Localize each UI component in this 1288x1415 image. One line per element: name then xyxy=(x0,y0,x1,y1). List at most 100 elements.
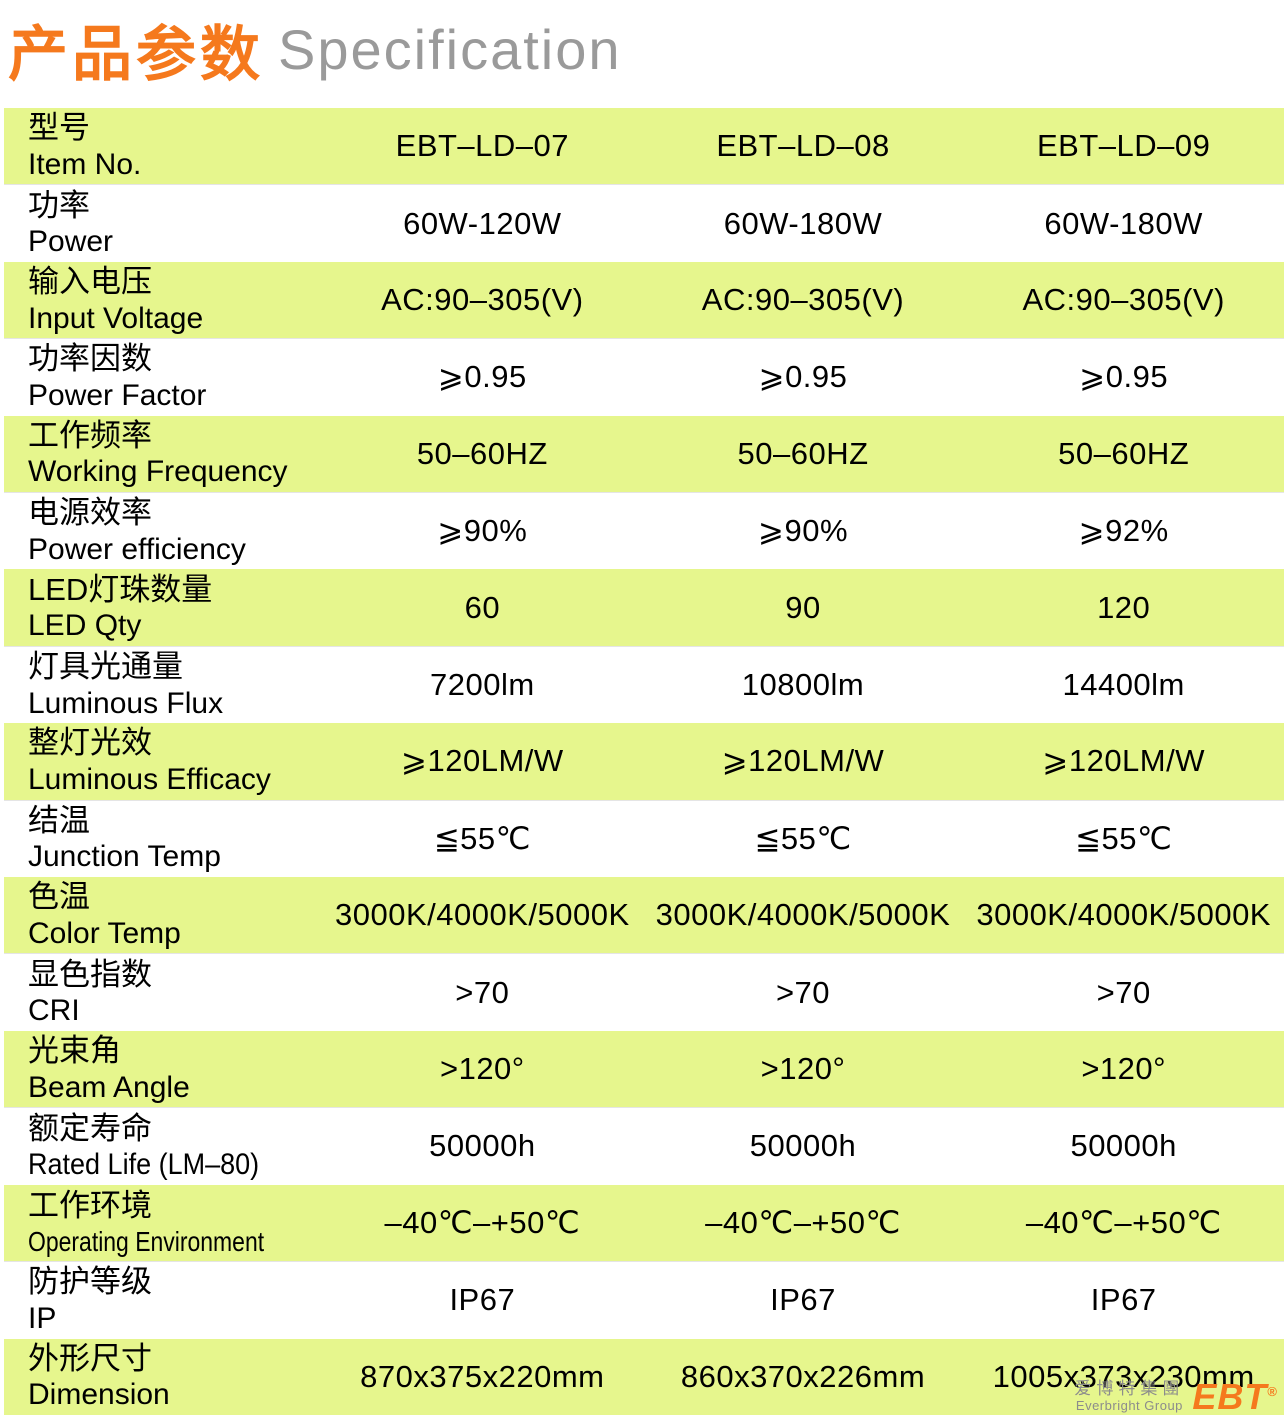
ebt-logo-text: EBT xyxy=(1192,1375,1268,1415)
spec-value: 50–60HZ xyxy=(416,435,548,471)
row-label-chinese: 防护等级 xyxy=(28,1264,152,1300)
row-label: 结温 Junction Temp xyxy=(4,803,322,875)
spec-value: >120° xyxy=(1081,1051,1167,1087)
row-label: 额定寿命 Rated Life (LM–80) xyxy=(4,1111,322,1183)
page-title-english: Specification xyxy=(278,18,622,81)
row-label-english: Beam Angle xyxy=(28,1070,190,1104)
table-row: LED灯珠数量 LED Qty 60 90 120 xyxy=(4,569,1284,646)
table-row: 外形尺寸 Dimension 870x375x220mm 860x370x226mm 1… xyxy=(4,1338,1284,1415)
spec-value: ⩾120LM/W xyxy=(401,743,564,779)
spec-value: 50–60HZ xyxy=(737,435,869,471)
table-row: 光束角 Beam Angle >120° >120° >120° xyxy=(4,1030,1284,1108)
spec-value: 50–60HZ xyxy=(1058,435,1190,471)
spec-value: >70 xyxy=(1096,974,1151,1010)
row-label-chinese: 功率因数 xyxy=(28,341,152,377)
company-logo: 爱博特集團 Everbright Group EBT® xyxy=(1074,1378,1278,1414)
spec-value: 14400lm xyxy=(1062,667,1185,703)
row-label: 灯具光通量 Luminous Flux xyxy=(4,649,322,721)
spec-value: ≦55℃ xyxy=(433,820,531,856)
row-label-chinese: 工作环境 xyxy=(28,1188,152,1224)
spec-value: 1005x373x230mm xyxy=(992,1358,1255,1394)
spec-value: 7200lm xyxy=(429,667,535,703)
ebt-logo: EBT® xyxy=(1192,1378,1278,1414)
spec-value: >70 xyxy=(455,974,510,1010)
row-label-english: Power Factor xyxy=(28,379,207,413)
spec-value: IP67 xyxy=(1090,1282,1157,1318)
company-name-english: Everbright Group xyxy=(1075,1397,1183,1413)
spec-value: 870x375x220mm xyxy=(360,1358,605,1394)
spec-value: >120° xyxy=(439,1051,525,1087)
row-label: 输入电压 Input Voltage xyxy=(4,264,322,336)
spec-value: ⩾0.95 xyxy=(1079,359,1169,395)
row-label-chinese: 外形尺寸 xyxy=(28,1340,152,1376)
spec-value: 50000h xyxy=(429,1128,536,1164)
row-label-english: Working Frequency xyxy=(28,455,288,489)
spec-value: 3000K/4000K/5000K xyxy=(655,897,951,933)
row-label: 色温 Color Temp xyxy=(4,879,322,951)
row-label-chinese: 显色指数 xyxy=(28,956,152,992)
spec-value: 60W-180W xyxy=(1044,205,1203,241)
spec-value: 50000h xyxy=(749,1128,857,1164)
spec-value: AC:90–305(V) xyxy=(701,282,905,318)
spec-value: ≦55℃ xyxy=(754,820,852,856)
spec-value: ⩾120LM/W xyxy=(1042,743,1205,779)
row-label: 整灯光效 Luminous Efficacy xyxy=(4,725,322,797)
spec-value: 60W-180W xyxy=(723,205,883,241)
row-label: 电源效率 Power efficiency xyxy=(4,495,322,567)
table-row: 色温 Color Temp 3000K/4000K/5000K 3000K/4000K… xyxy=(4,877,1284,954)
row-label-chinese: LED灯珠数量 xyxy=(28,571,213,607)
spec-value: ⩾120LM/W xyxy=(721,743,885,779)
row-label-chinese: 输入电压 xyxy=(28,264,152,300)
row-label-english: Power xyxy=(28,225,114,259)
row-label-chinese: 灯具光通量 xyxy=(28,649,183,685)
row-label-english: Item No. xyxy=(28,147,142,181)
row-label-chinese: 色温 xyxy=(28,879,90,915)
company-name: 爱博特集團 Everbright Group xyxy=(1074,1379,1185,1413)
row-label-english: LED Qty xyxy=(28,609,142,643)
row-label-english: Luminous Flux xyxy=(28,686,224,720)
spec-value: 60W-120W xyxy=(403,205,562,241)
row-label-chinese: 工作频率 xyxy=(28,417,152,453)
row-label: 外形尺寸 Dimension xyxy=(4,1341,322,1413)
row-label-chinese: 功率 xyxy=(28,187,90,223)
spec-value: >120° xyxy=(760,1051,846,1087)
registered-trademark-icon: ® xyxy=(1267,1383,1278,1399)
table-row: 额定寿命 Rated Life (LM–80) 50000h 50000h 50000h xyxy=(4,1107,1284,1185)
row-label: 显色指数 CRI xyxy=(4,957,322,1029)
spec-value: 860x370x226mm xyxy=(680,1358,926,1394)
row-label-english: Input Voltage xyxy=(28,301,204,335)
row-label-english: Color Temp xyxy=(28,916,181,950)
spec-value: –40℃–+50℃ xyxy=(705,1204,901,1240)
table-row: 整灯光效 Luminous Efficacy ⩾120LM/W ⩾120LM/W ⩾12… xyxy=(4,723,1284,800)
table-row: 工作环境 Operating Environment –40℃–+50℃ –40℃–+… xyxy=(4,1184,1284,1262)
row-label: 防护等级 IP xyxy=(4,1264,322,1336)
row-label-chinese: 电源效率 xyxy=(28,495,152,531)
row-label-english: Operating Environment xyxy=(28,1225,265,1257)
table-row: 灯具光通量 Luminous Flux 7200lm 10800lm 14400lm xyxy=(4,645,1284,724)
row-label: 功率因数 Power Factor xyxy=(4,341,322,413)
row-label: 工作环境 Operating Environment xyxy=(4,1188,322,1258)
spec-value: EBT–LD–09 xyxy=(1036,128,1211,164)
table-row: 输入电压 Input Voltage AC:90–305(V) AC:90–305(V… xyxy=(4,261,1284,339)
row-label: 光束角 Beam Angle xyxy=(4,1033,322,1105)
table-row: 防护等级 IP IP67 IP67 IP67 xyxy=(4,1261,1284,1339)
spec-value: 10800lm xyxy=(741,667,865,703)
spec-value: EBT–LD–07 xyxy=(395,128,570,164)
row-label-english: CRI xyxy=(28,994,80,1028)
spec-value: –40℃–+50℃ xyxy=(384,1204,581,1240)
row-label-chinese: 结温 xyxy=(28,802,90,838)
page-title-chinese: 产品参数 xyxy=(8,21,264,88)
row-label-english: Power efficiency xyxy=(28,532,246,566)
row-label-chinese: 额定寿命 xyxy=(28,1110,152,1146)
row-label: 工作频率 Working Frequency xyxy=(4,418,322,490)
table-row: 功率 Power 60W-120W 60W-180W 60W-180W xyxy=(4,184,1284,262)
row-label: 型号 Item No. xyxy=(4,110,322,182)
spec-value: 3000K/4000K/5000K xyxy=(335,897,630,933)
spec-value: 50000h xyxy=(1070,1128,1177,1164)
table-row: 显色指数 CRI >70 >70 >70 xyxy=(4,953,1284,1031)
row-label-english: IP xyxy=(28,1301,57,1335)
spec-value: ⩾92% xyxy=(1078,513,1169,549)
spec-value: AC:90–305(V) xyxy=(1022,282,1225,318)
company-name-chinese: 爱博特集團 xyxy=(1074,1379,1185,1399)
row-label-chinese: 型号 xyxy=(28,110,90,146)
